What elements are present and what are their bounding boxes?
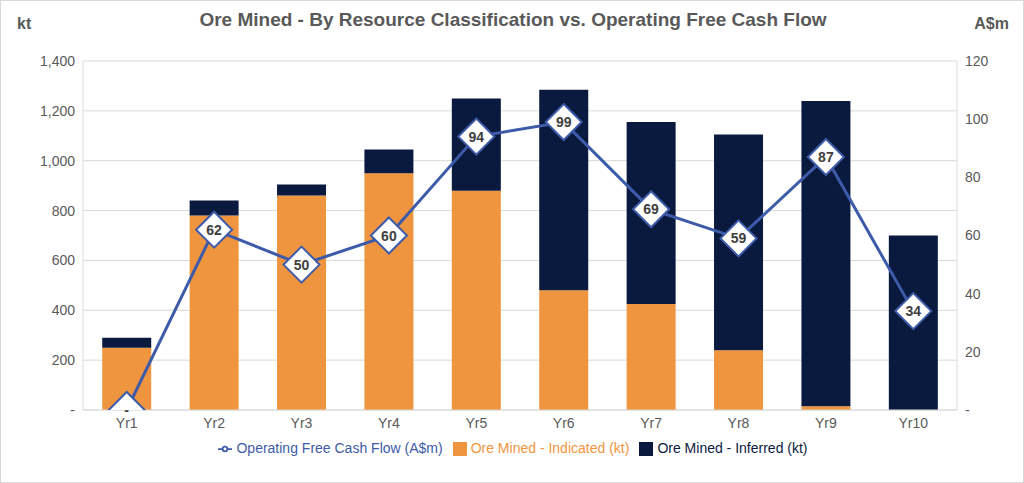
svg-text:Yr3: Yr3 <box>291 415 313 431</box>
svg-text:1,200: 1,200 <box>40 103 75 119</box>
svg-text:99: 99 <box>556 114 572 130</box>
html-text:kt: kt <box>17 15 32 32</box>
svg-text:Yr9: Yr9 <box>815 415 837 431</box>
svg-text:80: 80 <box>965 169 981 185</box>
svg-text:1,000: 1,000 <box>40 153 75 169</box>
svg-text:Yr8: Yr8 <box>728 415 750 431</box>
svg-text:87: 87 <box>818 149 834 165</box>
svg-text:20: 20 <box>965 344 981 360</box>
html-text:Ore Mined - Indicated (kt): Ore Mined - Indicated (kt) <box>470 440 630 456</box>
svg-text:69: 69 <box>643 201 659 217</box>
svg-text:1,400: 1,400 <box>40 53 75 69</box>
html-text:Ore Mined - By Resource Classi: Ore Mined - By Resource Classification v… <box>199 9 827 30</box>
html-text:Ore Mined - Inferred (kt): Ore Mined - Inferred (kt) <box>657 440 808 456</box>
svg-text:59: 59 <box>731 230 747 246</box>
svg-text:-: - <box>965 402 970 418</box>
svg-text:800: 800 <box>52 203 76 219</box>
svg-text:Yr7: Yr7 <box>640 415 662 431</box>
svg-text:50: 50 <box>294 257 310 273</box>
html-text:Operating Free Cash Flow (A$m): Operating Free Cash Flow (A$m) <box>236 440 443 456</box>
svg-text:Yr1: Yr1 <box>115 414 138 431</box>
svg-text:Yr2: Yr2 <box>203 415 225 431</box>
svg-text:34: 34 <box>906 303 922 319</box>
svg-text:400: 400 <box>52 302 76 318</box>
svg-text:-: - <box>124 402 129 418</box>
svg-text:60: 60 <box>381 228 397 244</box>
svg-text:-: - <box>70 402 75 418</box>
svg-text:200: 200 <box>52 352 76 368</box>
svg-text:Yr6: Yr6 <box>553 415 575 431</box>
svg-text:40: 40 <box>965 286 981 302</box>
svg-text:94: 94 <box>469 129 485 145</box>
svg-text:60: 60 <box>965 227 981 243</box>
html-text:A$m: A$m <box>974 15 1009 32</box>
svg-text:Yr4: Yr4 <box>378 415 400 431</box>
svg-text:600: 600 <box>52 252 76 268</box>
svg-text:62: 62 <box>206 222 222 238</box>
svg-text:100: 100 <box>965 111 989 127</box>
svg-text:Yr10: Yr10 <box>899 415 929 431</box>
svg-text:Yr5: Yr5 <box>465 415 487 431</box>
svg-text:120: 120 <box>965 53 989 69</box>
